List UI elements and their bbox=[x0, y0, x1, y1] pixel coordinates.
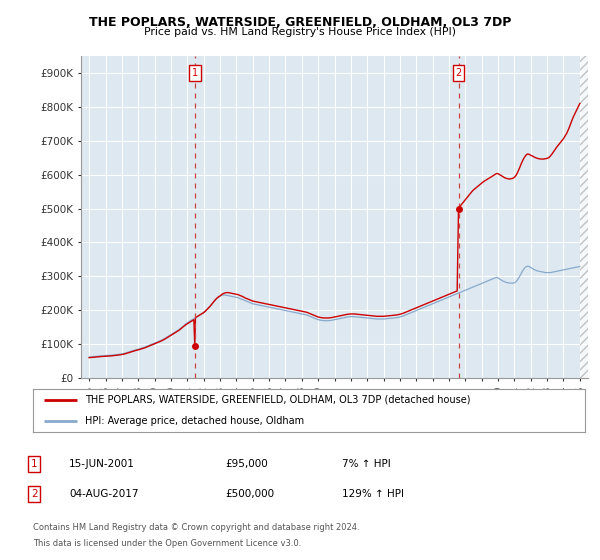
Text: 2: 2 bbox=[455, 68, 461, 78]
Text: 2: 2 bbox=[31, 489, 38, 499]
Text: 129% ↑ HPI: 129% ↑ HPI bbox=[342, 489, 404, 499]
Text: HPI: Average price, detached house, Oldham: HPI: Average price, detached house, Oldh… bbox=[85, 416, 305, 426]
Text: THE POPLARS, WATERSIDE, GREENFIELD, OLDHAM, OL3 7DP: THE POPLARS, WATERSIDE, GREENFIELD, OLDH… bbox=[89, 16, 511, 29]
Text: £500,000: £500,000 bbox=[225, 489, 274, 499]
Text: £95,000: £95,000 bbox=[225, 459, 268, 469]
Text: THE POPLARS, WATERSIDE, GREENFIELD, OLDHAM, OL3 7DP (detached house): THE POPLARS, WATERSIDE, GREENFIELD, OLDH… bbox=[85, 395, 471, 405]
Text: 15-JUN-2001: 15-JUN-2001 bbox=[69, 459, 135, 469]
Text: 1: 1 bbox=[192, 68, 198, 78]
Text: 04-AUG-2017: 04-AUG-2017 bbox=[69, 489, 139, 499]
Text: 1: 1 bbox=[31, 459, 38, 469]
Text: This data is licensed under the Open Government Licence v3.0.: This data is licensed under the Open Gov… bbox=[33, 539, 301, 548]
Text: 7% ↑ HPI: 7% ↑ HPI bbox=[342, 459, 391, 469]
Text: Price paid vs. HM Land Registry's House Price Index (HPI): Price paid vs. HM Land Registry's House … bbox=[144, 27, 456, 37]
Text: Contains HM Land Registry data © Crown copyright and database right 2024.: Contains HM Land Registry data © Crown c… bbox=[33, 523, 359, 532]
